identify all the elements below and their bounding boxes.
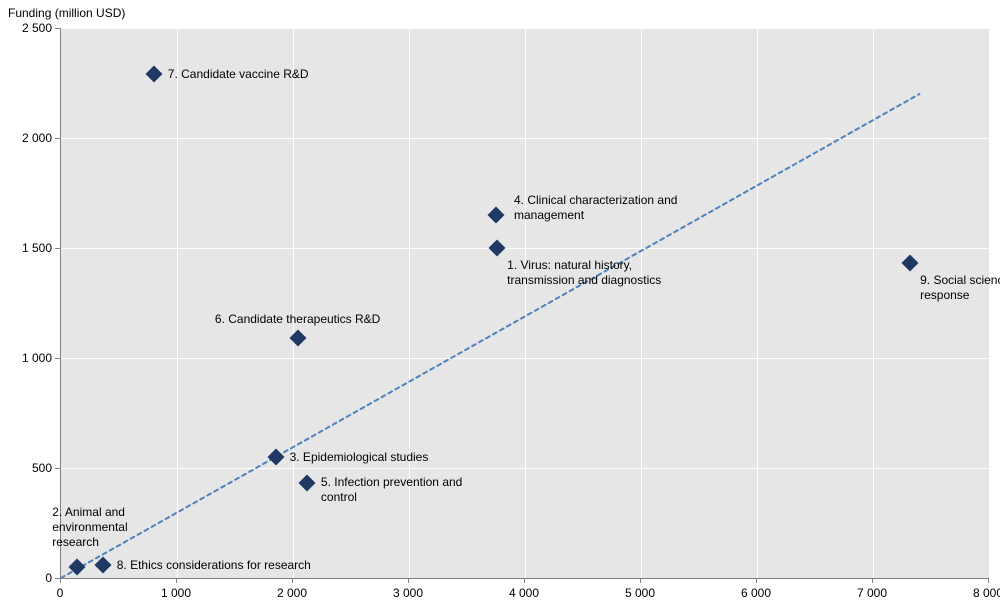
x-tick-mark: [408, 578, 409, 583]
x-tick-mark: [176, 578, 177, 583]
gridline-vertical: [641, 28, 642, 578]
data-point: [69, 559, 86, 576]
y-tick-mark: [55, 138, 60, 139]
data-point: [298, 475, 315, 492]
data-point: [902, 255, 919, 272]
data-point: [488, 207, 505, 224]
data-point-label: 1. Virus: natural history, transmission …: [507, 258, 661, 288]
y-tick-label: 500: [2, 461, 52, 475]
data-point: [289, 330, 306, 347]
gridline-vertical: [177, 28, 178, 578]
data-point-label: 9. Social sciences in the outbreak respo…: [920, 273, 1000, 303]
data-point-label: 3. Epidemiological studies: [290, 450, 429, 465]
data-point: [94, 556, 111, 573]
x-tick-mark: [756, 578, 757, 583]
x-tick-mark: [988, 578, 989, 583]
y-tick-label: 2 000: [2, 131, 52, 145]
data-point: [145, 66, 162, 83]
gridline-vertical: [293, 28, 294, 578]
y-tick-mark: [55, 468, 60, 469]
y-tick-label: 0: [2, 571, 52, 585]
gridline-vertical: [873, 28, 874, 578]
x-tick-label: 7 000: [842, 586, 902, 600]
data-point-label: 2. Animal and environmental research: [52, 505, 127, 550]
y-axis-title: Funding (million USD): [8, 6, 125, 20]
x-tick-label: 6 000: [726, 586, 786, 600]
x-tick-mark: [60, 578, 61, 583]
y-tick-mark: [55, 248, 60, 249]
x-tick-label: 5 000: [610, 586, 670, 600]
x-tick-label: 1 000: [146, 586, 206, 600]
x-tick-label: 3 000: [378, 586, 438, 600]
x-tick-mark: [872, 578, 873, 583]
y-tick-mark: [55, 358, 60, 359]
x-tick-mark: [524, 578, 525, 583]
x-tick-mark: [292, 578, 293, 583]
y-tick-label: 1 000: [2, 351, 52, 365]
data-point-label: 8. Ethics considerations for research: [117, 558, 311, 573]
y-tick-label: 2 500: [2, 21, 52, 35]
y-tick-label: 1 500: [2, 241, 52, 255]
x-tick-mark: [640, 578, 641, 583]
gridline-vertical: [757, 28, 758, 578]
y-tick-mark: [55, 28, 60, 29]
data-point: [489, 240, 506, 257]
plot-area: 1. Virus: natural history, transmission …: [60, 28, 989, 579]
x-tick-label: 4 000: [494, 586, 554, 600]
data-point-label: 5. Infection prevention and control: [321, 475, 462, 505]
gridline-vertical: [525, 28, 526, 578]
scatter-chart: Funding (million USD) 1. Virus: natural …: [0, 0, 1000, 608]
data-point-label: 6. Candidate therapeutics R&D: [215, 312, 380, 327]
x-tick-label: 2 000: [262, 586, 322, 600]
data-point-label: 4. Clinical characterization and managem…: [514, 193, 677, 223]
x-tick-label: 8 000: [958, 586, 1000, 600]
data-point: [267, 449, 284, 466]
x-tick-label: 0: [30, 586, 90, 600]
data-point-label: 7. Candidate vaccine R&D: [168, 67, 309, 82]
